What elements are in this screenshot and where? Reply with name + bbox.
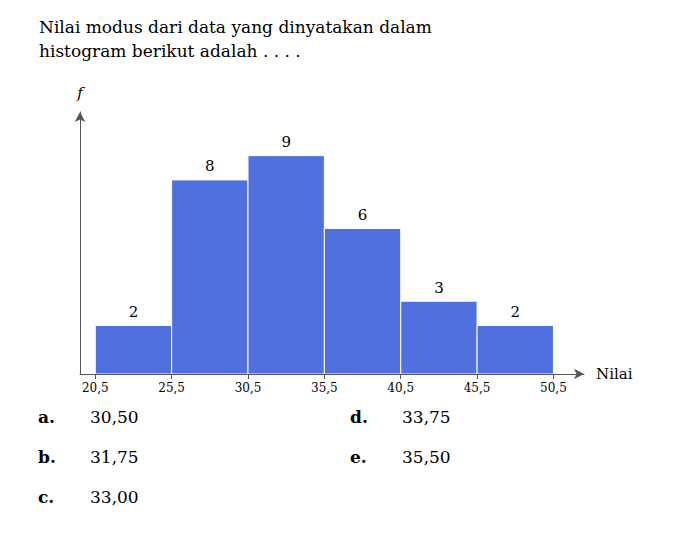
svg-text:b.: b. bbox=[38, 447, 56, 467]
svg-text:30,5: 30,5 bbox=[235, 381, 262, 395]
svg-text:45,5: 45,5 bbox=[464, 381, 491, 395]
svg-text:2: 2 bbox=[129, 303, 139, 321]
svg-text:9: 9 bbox=[281, 133, 291, 151]
svg-text:histogram berikut adalah . . .: histogram berikut adalah . . . . bbox=[39, 41, 301, 61]
svg-text:20,5: 20,5 bbox=[82, 381, 109, 395]
svg-text:e.: e. bbox=[350, 447, 367, 467]
svg-text:a.: a. bbox=[38, 407, 55, 427]
svg-text:Nilai modus dari data yang din: Nilai modus dari data yang dinyatakan da… bbox=[39, 17, 432, 37]
svg-text:31,75: 31,75 bbox=[90, 447, 139, 467]
svg-text:d.: d. bbox=[350, 407, 368, 427]
svg-text:35,50: 35,50 bbox=[402, 447, 451, 467]
svg-text:f: f bbox=[76, 84, 85, 102]
svg-text:50,5: 50,5 bbox=[540, 381, 567, 395]
svg-text:8: 8 bbox=[205, 157, 215, 175]
svg-text:6: 6 bbox=[358, 206, 368, 224]
svg-text:3: 3 bbox=[434, 279, 444, 297]
svg-text:Nilai: Nilai bbox=[596, 365, 633, 383]
svg-text:35,5: 35,5 bbox=[311, 381, 338, 395]
svg-text:33,00: 33,00 bbox=[90, 487, 139, 507]
svg-text:30,50: 30,50 bbox=[90, 407, 139, 427]
svg-text:c.: c. bbox=[38, 487, 54, 507]
svg-text:33,75: 33,75 bbox=[402, 407, 451, 427]
svg-text:25,5: 25,5 bbox=[158, 381, 185, 395]
svg-text:40,5: 40,5 bbox=[387, 381, 414, 395]
svg-text:2: 2 bbox=[510, 303, 520, 321]
